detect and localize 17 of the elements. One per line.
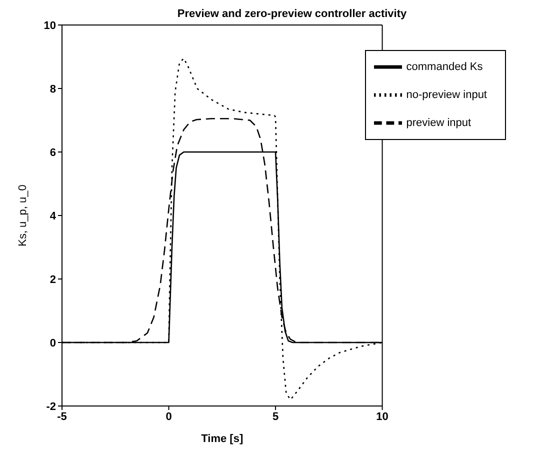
legend-label: no-preview input xyxy=(406,88,487,101)
y-tick-label: -2 xyxy=(46,400,56,413)
x-tick-label: 0 xyxy=(166,410,172,423)
y-tick-label: 6 xyxy=(50,146,56,159)
legend-label: preview input xyxy=(406,116,472,129)
y-tick-label: 0 xyxy=(50,337,56,350)
chart-title: Preview and zero-preview controller activity xyxy=(176,8,408,20)
y-tick-label: 10 xyxy=(44,20,56,32)
y-tick-label: 4 xyxy=(50,210,57,222)
legend-label: commanded Ks xyxy=(406,60,483,73)
x-tick-label: 5 xyxy=(272,410,279,423)
x-tick-label: -5 xyxy=(57,410,67,423)
x-tick-label: 10 xyxy=(376,410,388,423)
y-axis-title: Ks, u_p, u_0 xyxy=(16,184,29,246)
x-axis-title: Time [s] xyxy=(201,433,244,445)
y-tick-label: 8 xyxy=(50,83,56,96)
y-tick-label: 2 xyxy=(50,274,56,286)
